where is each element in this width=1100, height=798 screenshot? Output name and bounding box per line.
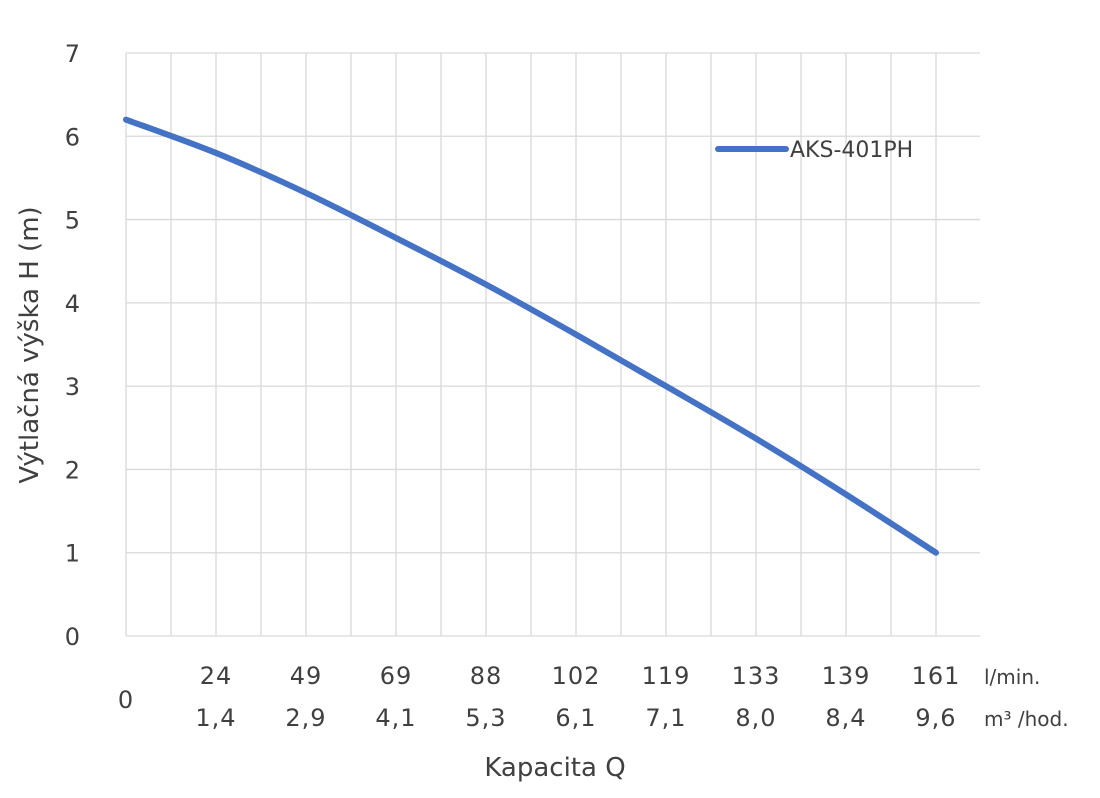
y-tick-label: 2	[65, 456, 80, 484]
y-tick-label: 6	[65, 123, 80, 151]
x-unit-lmin: l/min.	[984, 665, 1040, 689]
y-tick-label: 5	[65, 207, 80, 235]
x-tick-label-lmin: 69	[380, 662, 413, 690]
y-tick-label: 1	[65, 540, 80, 568]
x-tick-label-m3hod: 6,1	[555, 704, 596, 732]
x-axis-title: Kapacita Q	[484, 753, 625, 783]
legend-label: AKS-401PH	[790, 138, 913, 163]
y-tick-label: 0	[65, 623, 80, 651]
x-tick-label-m3hod: 5,3	[465, 704, 506, 732]
x-tick-label-lmin: 161	[912, 662, 961, 690]
x-tick-label-m3hod: 8,0	[735, 704, 776, 732]
x-tick-label-lmin: 24	[200, 662, 233, 690]
y-tick-label: 7	[65, 40, 80, 68]
x-tick-label-m3hod: 4,1	[375, 704, 416, 732]
x-tick-label-m3hod: 9,6	[915, 704, 956, 732]
x-tick-label-lmin: 133	[732, 662, 781, 690]
x-tick-label-lmin: 139	[822, 662, 871, 690]
y-axis-ticks: 0 1 2 3 4 5 6 7	[65, 40, 80, 651]
y-tick-label: 4	[65, 290, 80, 318]
x-tick-label-lmin: 88	[470, 662, 503, 690]
x-tick-label-lmin: 49	[290, 662, 323, 690]
legend: AKS-401PH	[715, 138, 913, 163]
series-line	[123, 116, 939, 556]
x-tick-label-lmin: 119	[642, 662, 691, 690]
x-tick-label-m3hod: 2,9	[285, 704, 326, 732]
series-layer	[123, 116, 939, 556]
y-tick-label: 3	[65, 373, 80, 401]
x-tick-origin-label: 0	[118, 686, 134, 714]
x-tick-label-m3hod: 1,4	[195, 704, 236, 732]
x-tick-label-m3hod: 7,1	[645, 704, 686, 732]
x-unit-m3hod: m³ /hod.	[984, 707, 1069, 731]
grid-layer	[125, 52, 980, 637]
y-axis-title: Výtlačná výška H (m)	[15, 206, 45, 483]
x-axis-ticks: 0 24 49 69 88 102 119 133 139 161 l/min. 1,4 2,9 4,1 5…	[118, 662, 1069, 732]
x-tick-label-lmin: 102	[552, 662, 601, 690]
x-tick-label-m3hod: 8,4	[825, 704, 866, 732]
